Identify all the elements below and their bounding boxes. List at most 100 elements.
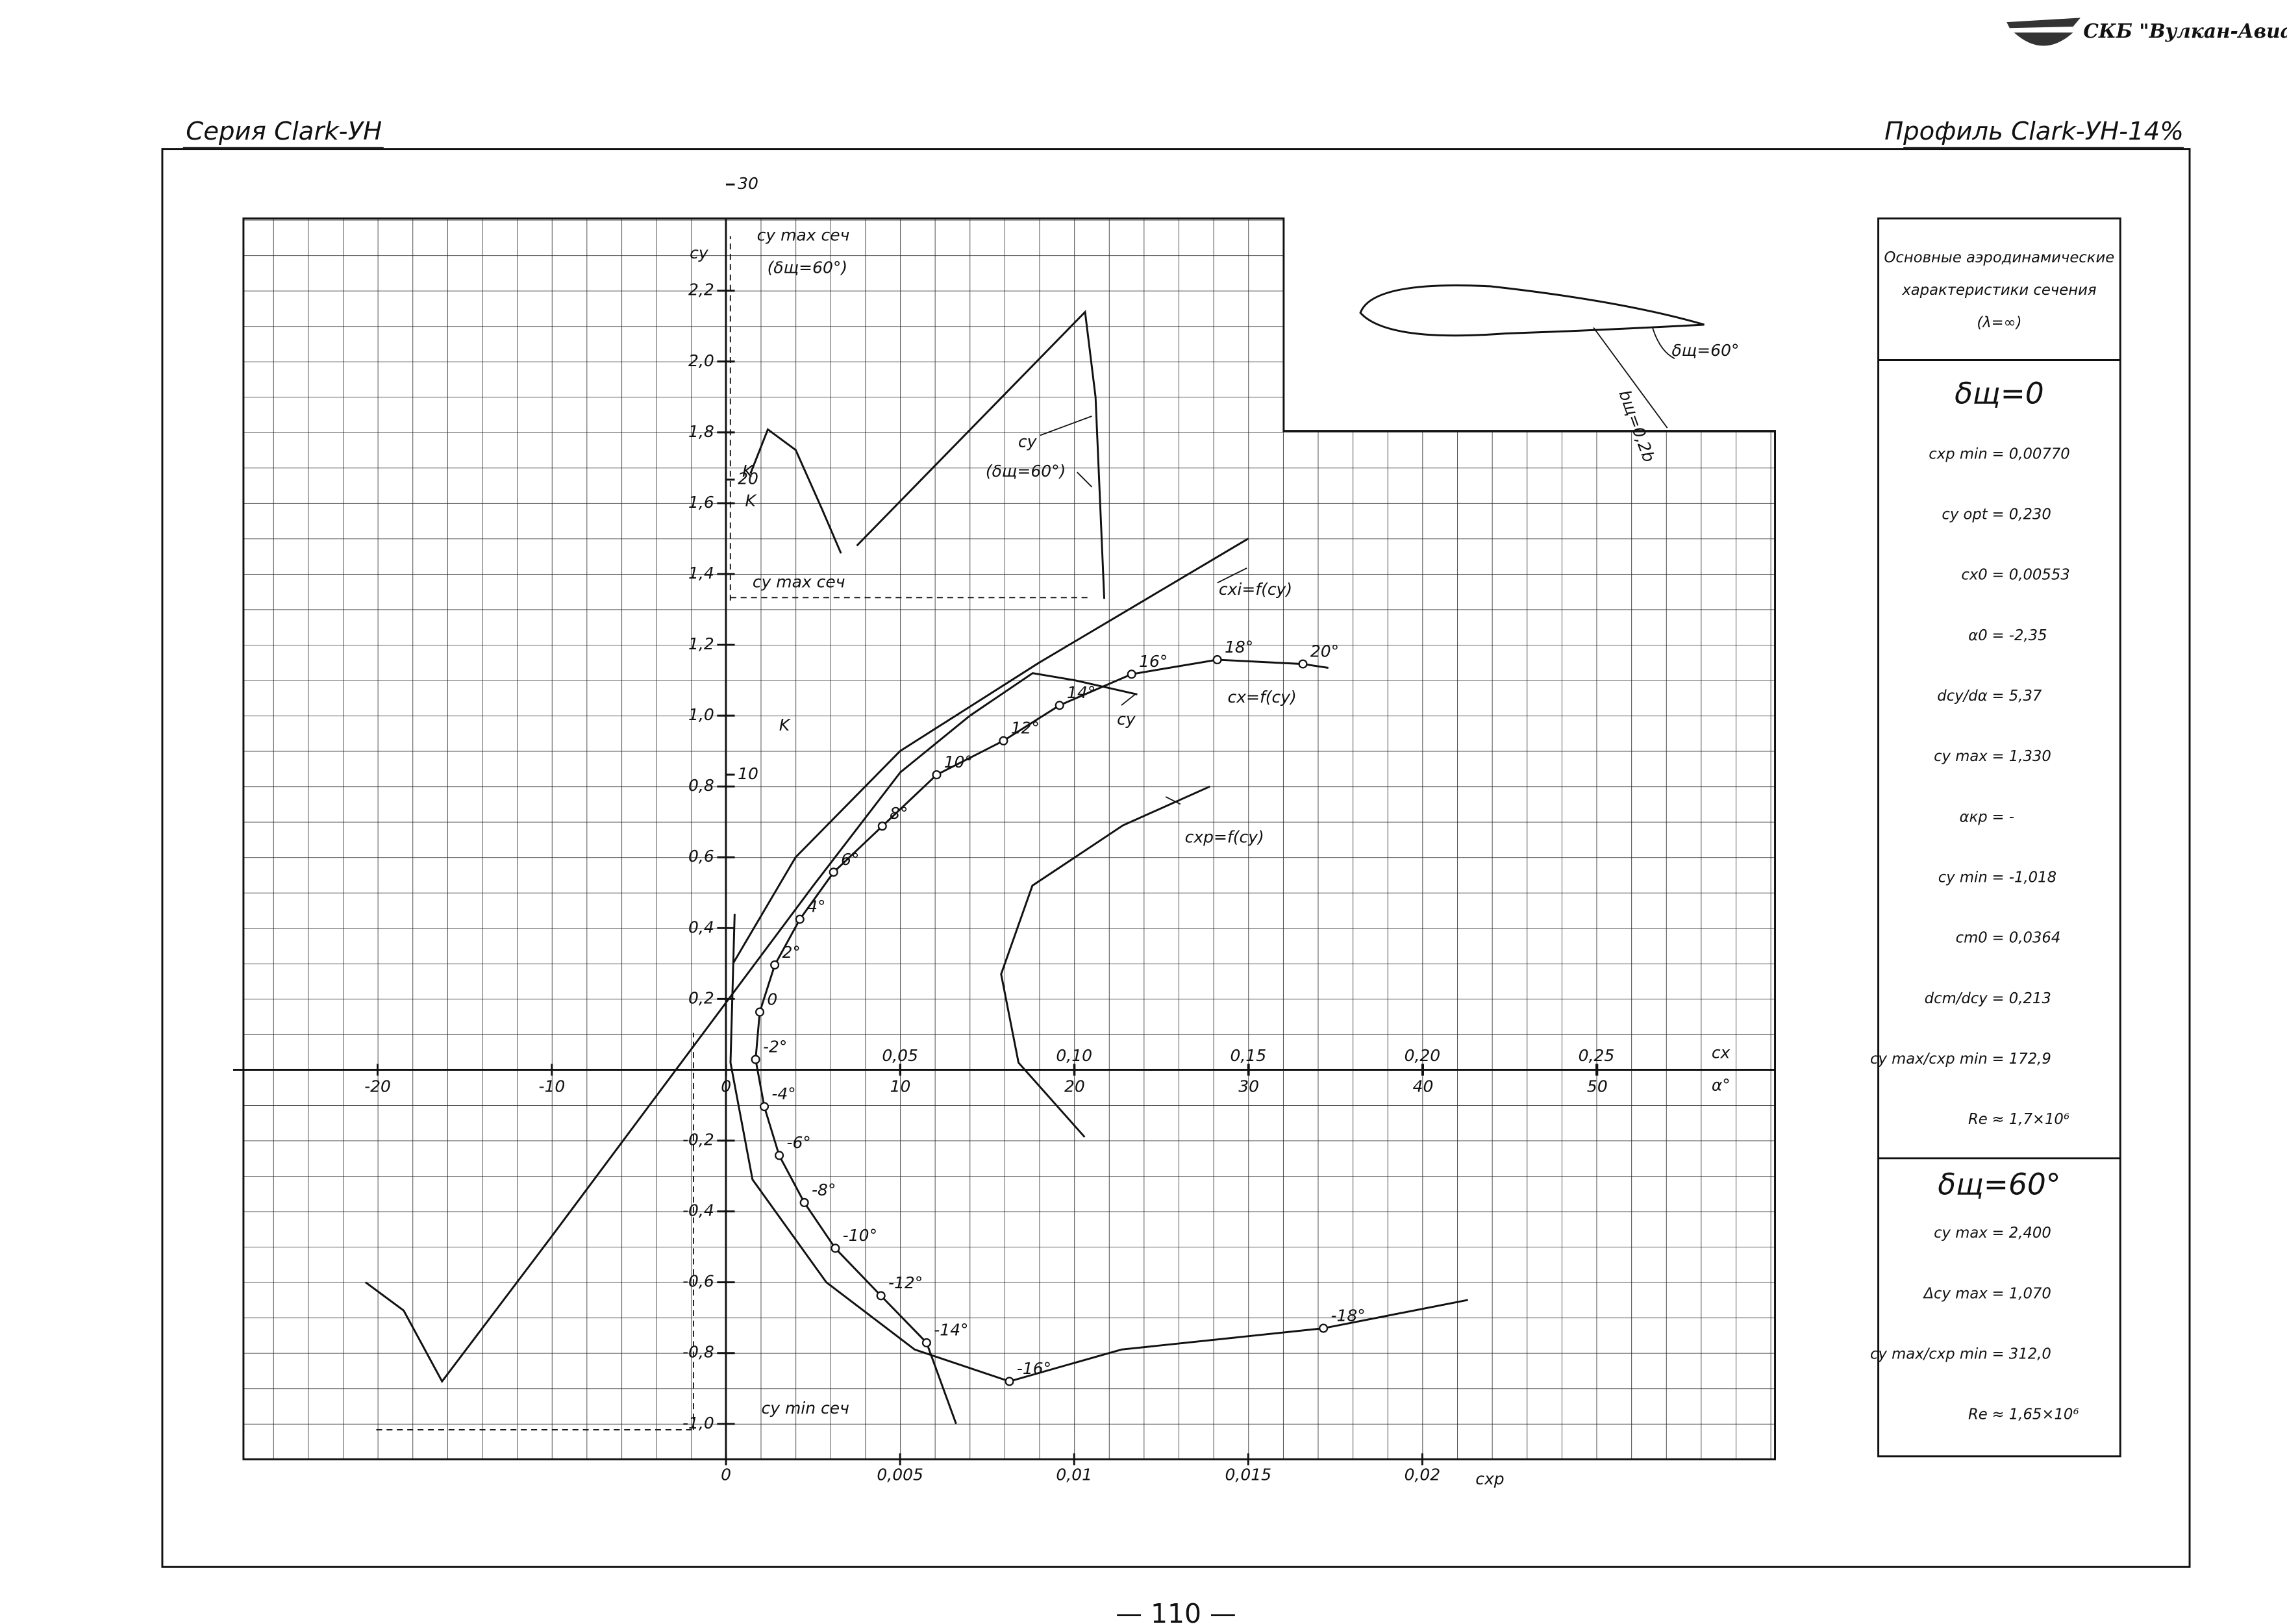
annotation: cxp=f(cy): [1185, 828, 1264, 847]
point-label: -14°: [934, 1321, 968, 1340]
point-label: -8°: [812, 1181, 836, 1199]
section-title: δщ=0: [1955, 377, 2044, 411]
y-tick-label: 0,2: [688, 988, 714, 1007]
x-axis-title: cx: [1712, 1043, 1731, 1062]
y-tick-label: -0,2: [682, 1131, 714, 1149]
leader-line: [376, 1032, 694, 1430]
x-tick-label: 0,02: [1405, 1465, 1441, 1484]
param-value: = -2,35: [1992, 627, 2047, 644]
x-tick-label: 0,015: [1225, 1465, 1272, 1484]
y-tick-label: 1,8: [688, 422, 714, 441]
x-tick-label: 10: [890, 1077, 911, 1096]
frame: [161, 148, 2191, 1568]
curve: [1000, 785, 1210, 1138]
point-label: -2°: [763, 1037, 787, 1056]
annotation: K: [742, 462, 755, 481]
data-point: [829, 868, 838, 877]
leader-line: [729, 236, 1092, 601]
x-tick-label: 0,10: [1056, 1046, 1092, 1065]
point-label: 10°: [944, 753, 973, 771]
data-point: [770, 960, 780, 970]
param-value: = 0,00770: [1992, 445, 2070, 462]
param-label: αкр: [1960, 808, 1988, 825]
data-point: [759, 1102, 769, 1112]
y-tick-label: 0,4: [688, 918, 714, 936]
y2-axis-title: K: [745, 492, 757, 510]
param-value: = 1,070: [1992, 1285, 2051, 1302]
x-tick-label: 0,01: [1056, 1465, 1092, 1484]
x-tick-label: 40: [1413, 1077, 1434, 1096]
curve: [364, 672, 1138, 1384]
x-tick-label: 0,15: [1230, 1046, 1266, 1065]
series-title: Серия Clark-УН: [186, 117, 382, 146]
point-label: -6°: [786, 1133, 810, 1152]
y2-tick-label: 20: [738, 469, 758, 488]
point-label: -12°: [888, 1273, 923, 1292]
param-value: = 172,9: [1992, 1051, 2051, 1068]
param-label: cy min: [1938, 869, 1988, 886]
y-tick-label: 1,6: [688, 493, 714, 512]
param-label: dcm/dcy: [1925, 990, 1988, 1007]
data-point: [831, 1243, 840, 1253]
y-tick-label: 2,2: [688, 281, 714, 299]
point-label: -10°: [843, 1226, 877, 1245]
y-tick-label: 2,0: [688, 351, 714, 370]
data-point: [999, 736, 1008, 745]
param-label: dcy/dα: [1937, 688, 1987, 705]
param-value: = -: [1992, 808, 2014, 825]
curve: [856, 310, 1106, 599]
point-label: 4°: [807, 897, 825, 916]
param-label: cm0: [1956, 930, 1988, 947]
data-point: [877, 821, 887, 831]
point-label: 2°: [782, 943, 800, 962]
data-point: [1212, 655, 1222, 665]
data-point: [921, 1338, 931, 1347]
param-label: Δcy max: [1923, 1285, 1988, 1302]
param-value: = 2,400: [1992, 1225, 2051, 1242]
point-label: 8°: [890, 804, 908, 823]
param-value: = 0,00553: [1992, 567, 2070, 584]
x-tick-label: 0: [721, 1465, 731, 1484]
y-tick-label: -1,0: [682, 1414, 714, 1432]
x-tick-label: 0,20: [1405, 1046, 1441, 1065]
param-label: cy max/cxp min: [1870, 1346, 1988, 1363]
annotation: cy: [1117, 710, 1136, 729]
y-tick-label: 1,2: [688, 634, 714, 653]
param-label: α0: [1968, 627, 1987, 644]
param-value: ≈ 1,7×10⁶: [1992, 1111, 2069, 1128]
param-value: ≈ 1,65×10⁶: [1992, 1406, 2079, 1423]
param-label: Re: [1968, 1111, 1988, 1128]
x-tick-label: 0,005: [877, 1465, 923, 1484]
y2-tick-label: 10: [738, 764, 758, 783]
param-label: cy max: [1934, 1225, 1988, 1242]
x-tick-label: 50: [1587, 1077, 1608, 1096]
curve: [749, 427, 842, 554]
profile-title: Профиль Clark-УН-14%: [1884, 117, 2184, 146]
param-value: = -1,018: [1992, 869, 2057, 886]
y2-tick-label: 30: [738, 174, 758, 193]
x-tick-label: -20: [364, 1077, 391, 1096]
y-tick-label: 1,0: [688, 705, 714, 724]
x-tick-label: 0: [721, 1077, 731, 1096]
x-tick-label: 30: [1238, 1077, 1259, 1096]
annotation: δщ=60°: [1671, 341, 1739, 360]
y-tick-label: -0,4: [682, 1201, 714, 1220]
param-label: cx0: [1961, 567, 1987, 584]
param-label: Re: [1968, 1406, 1988, 1423]
airfoil-sketch: [1359, 284, 1705, 429]
point-label: 20°: [1310, 642, 1339, 660]
param-value: = 0,0364: [1992, 930, 2061, 947]
annotation: (δщ=60°): [986, 462, 1066, 481]
param-label: cy opt: [1942, 506, 1988, 523]
param-value: = 0,230: [1992, 506, 2051, 523]
y-tick-label: 1,4: [688, 564, 714, 582]
y-tick-label: 0,6: [688, 847, 714, 866]
x-axis-title: α°: [1712, 1075, 1731, 1094]
curve: [732, 538, 1249, 964]
x-tick-label: 20: [1064, 1077, 1085, 1096]
param-label: cxp min: [1929, 445, 1987, 462]
x-tick-label: 0,05: [882, 1046, 918, 1065]
